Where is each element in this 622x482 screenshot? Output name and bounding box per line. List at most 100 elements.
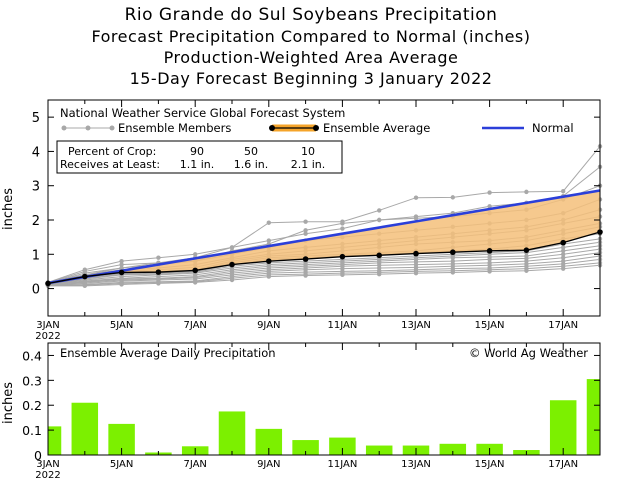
ensemble-member-point <box>119 258 124 264</box>
daily-precip-bar <box>218 411 246 455</box>
x-tick-label: 3JAN <box>36 459 59 470</box>
ensemble-member-point <box>340 226 345 231</box>
y-tick-label: 5 <box>32 111 40 126</box>
y-tick-label: 0.1 <box>22 423 42 438</box>
ensemble-member-line <box>47 245 601 285</box>
ensemble-member-point <box>524 268 529 273</box>
ensemble-member-line <box>47 248 601 285</box>
ensemble-member-point <box>266 238 271 243</box>
crop-row1-label: Percent of Crop: <box>68 145 156 158</box>
x-tick-label: 17JAN <box>548 459 578 470</box>
ensemble-member-line <box>47 241 601 285</box>
ensemble-member-point <box>156 255 161 260</box>
ensemble-member-point <box>377 217 382 223</box>
crop-row1-value-1: 90 <box>190 145 204 158</box>
ensemble-member-point <box>561 189 566 194</box>
ensemble-member-line <box>47 258 601 286</box>
ensemble-average-point <box>523 247 530 253</box>
ensemble-member-point <box>561 255 566 260</box>
chart-subtitle-1: Forecast Precipitation Compared to Norma… <box>91 27 531 46</box>
daily-precip-bar <box>329 437 356 455</box>
crop-row1-value-3: 10 <box>301 145 315 158</box>
ensemble-member-line <box>47 166 601 283</box>
ensemble-member-line <box>47 145 601 283</box>
legend-members-dot-mid <box>85 125 91 131</box>
daily-precip-panel: 0 0.1 0.2 0.3 0.4 3JAN 5JAN 7JAN 9JAN 11JAN 13JAN… <box>1 342 601 481</box>
ensemble-member-line <box>47 238 601 285</box>
ensemble-member-point <box>193 252 198 257</box>
normal-line <box>47 189 601 285</box>
crop-row2-value-1: 1.1 in. <box>180 158 215 171</box>
x-tick-label: 3JAN <box>36 320 59 331</box>
x-tick-label: 15JAN <box>475 459 505 470</box>
x-tick-label: 5JAN <box>110 459 133 470</box>
crop-percent-table: Percent of Crop: 90 50 10 Receives at Le… <box>56 140 343 174</box>
x-tick-year-label: 2022 <box>35 470 60 481</box>
ensemble-member-point <box>340 221 345 226</box>
x-tick-label: 15JAN <box>475 320 505 331</box>
ensemble-average-point <box>413 250 419 257</box>
ensemble-average-point <box>155 269 162 275</box>
x-tick-label: 13JAN <box>401 459 431 470</box>
y-tick-label: 0 <box>34 448 42 463</box>
ensemble-average-point <box>486 248 493 254</box>
ensemble-member-point <box>229 277 235 283</box>
ensemble-member-point <box>413 216 419 221</box>
ensemble-member-line <box>48 264 601 287</box>
chart-subtitle-2: Production-Weighted Area Average <box>163 48 459 67</box>
x-tick-label: 13JAN <box>401 320 431 331</box>
ensemble-member-point <box>266 220 271 225</box>
y-tick-label: 0.2 <box>22 398 42 413</box>
crop-row2-label: Receives at Least: <box>60 158 160 171</box>
ensemble-average-point <box>339 253 346 260</box>
ensemble-average-point <box>118 269 125 276</box>
ensemble-member-point <box>487 257 492 262</box>
ensemble-member-point <box>524 189 529 195</box>
normal-line-group <box>47 189 601 285</box>
legend-average-label: Ensemble Average <box>323 121 430 135</box>
ensemble-average-group <box>45 229 603 287</box>
ensemble-member-point <box>561 245 566 250</box>
bottom-x-axis: 3JAN 5JAN 7JAN 9JAN 11JAN 13JAN 15JAN 17JAN 2022 <box>35 343 601 481</box>
ensemble-member-point <box>303 231 308 236</box>
ensemble-average-point <box>266 258 272 264</box>
ensemble-member-point <box>82 283 88 289</box>
y-tick-label: 0.3 <box>22 373 42 388</box>
y-tick-label: 4 <box>32 145 40 160</box>
x-tick-label: 7JAN <box>183 459 206 470</box>
x-tick-label: 11JAN <box>327 459 357 470</box>
crop-row2-value-2: 1.6 in. <box>234 158 269 171</box>
x-tick-year-label: 2022 <box>35 331 60 342</box>
daily-precip-bars <box>48 379 600 455</box>
crop-row2-value-3: 2.1 in. <box>291 158 326 171</box>
daily-precip-bar <box>586 379 600 455</box>
ensemble-member-point <box>156 281 161 286</box>
ensemble-average-point <box>192 267 198 274</box>
chart-title: Rio Grande do Sul Soybeans Precipitation <box>124 5 498 25</box>
ensemble-member-point <box>450 255 455 260</box>
chart-titles: Rio Grande do Sul Soybeans Precipitation… <box>0 0 622 89</box>
ensemble-member-point <box>413 270 419 276</box>
ensemble-member-point <box>303 219 308 224</box>
ensemble-member-point <box>266 274 271 279</box>
ensemble-member-point <box>487 269 492 274</box>
top-plot-frame <box>47 99 601 317</box>
ensemble-average-point <box>560 239 566 246</box>
crop-row1-value-2: 50 <box>244 145 258 158</box>
legend-members-dot-left <box>61 125 67 131</box>
ensemble-average-point <box>376 252 383 259</box>
ensemble-member-point <box>377 208 382 213</box>
y-tick-label: 0.4 <box>22 348 42 363</box>
top-x-axis: 3JAN 5JAN 7JAN 9JAN 11JAN 13JAN 15JAN 17JAN 2022 <box>35 100 601 342</box>
ensemble-member-point <box>450 270 455 275</box>
chart-subtitle-3: 15-Day Forecast Beginning 3 January 2022 <box>129 69 493 88</box>
ensemble-average-point <box>82 273 88 280</box>
ensemble-member-line <box>47 262 601 286</box>
x-tick-label: 11JAN <box>327 320 357 331</box>
ensemble-average-point <box>302 256 309 262</box>
ensemble-member-point <box>413 195 419 200</box>
ensemble-member-point <box>119 282 124 287</box>
ensemble-member-point <box>561 248 566 254</box>
legend-members-label: Ensemble Members <box>118 121 231 135</box>
